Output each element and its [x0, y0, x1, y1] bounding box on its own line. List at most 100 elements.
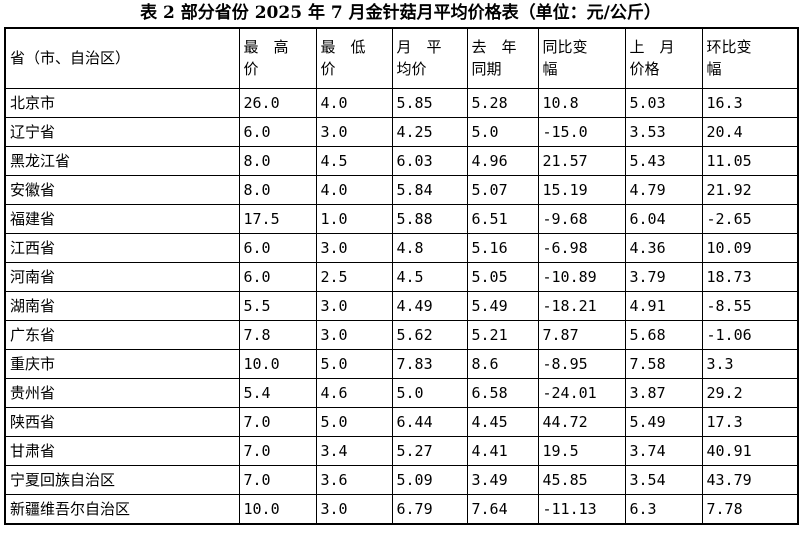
cell-max-price: 6.0 [238, 261, 317, 292]
cell-mom-change: 10.09 [701, 232, 799, 263]
cell-province: 重庆市 [4, 348, 240, 379]
cell-last-month: 3.53 [624, 116, 703, 147]
cell-last-month: 5.68 [624, 319, 703, 350]
cell-yoy-change: 7.87 [537, 319, 626, 350]
table-row: 安徽省 8.0 4.0 5.84 5.07 15.19 4.79 21.92 [4, 174, 799, 205]
cell-min-price: 3.0 [315, 319, 393, 350]
cell-yoy-change: -8.95 [537, 348, 626, 379]
cell-mom-change: 16.3 [701, 87, 799, 118]
cell-yoy-change: 44.72 [537, 406, 626, 437]
table-row: 黑龙江省 8.0 4.5 6.03 4.96 21.57 5.43 11.05 [4, 145, 799, 176]
table-row: 辽宁省 6.0 3.0 4.25 5.0 -15.0 3.53 20.4 [4, 116, 799, 147]
cell-max-price: 5.5 [238, 290, 317, 321]
cell-yoy-change: 15.19 [537, 174, 626, 205]
table-row: 湖南省 5.5 3.0 4.49 5.49 -18.21 4.91 -8.55 [4, 290, 799, 321]
header-last-month: 上 月 价格 [624, 27, 703, 89]
table-row: 新疆维吾尔自治区 10.0 3.0 6.79 7.64 -11.13 6.3 7.78 [4, 493, 799, 525]
cell-province: 北京市 [4, 87, 240, 118]
cell-last-year: 7.64 [466, 493, 539, 525]
cell-yoy-change: 10.8 [537, 87, 626, 118]
cell-province: 辽宁省 [4, 116, 240, 147]
cell-max-price: 7.0 [238, 406, 317, 437]
cell-min-price: 3.6 [315, 464, 393, 495]
cell-last-month: 3.54 [624, 464, 703, 495]
cell-yoy-change: -11.13 [537, 493, 626, 525]
cell-min-price: 2.5 [315, 261, 393, 292]
cell-min-price: 1.0 [315, 203, 393, 234]
cell-month-avg: 5.85 [391, 87, 468, 118]
cell-month-avg: 4.8 [391, 232, 468, 263]
price-table: 省（市、自治区） 最 高 价 最 低 价 月 平 均价 去 年 同期 [4, 27, 799, 525]
cell-province: 宁夏回族自治区 [4, 464, 240, 495]
cell-max-price: 8.0 [238, 174, 317, 205]
cell-month-avg: 6.03 [391, 145, 468, 176]
cell-last-year: 5.49 [466, 290, 539, 321]
cell-mom-change: -2.65 [701, 203, 799, 234]
cell-month-avg: 5.09 [391, 464, 468, 495]
cell-month-avg: 7.83 [391, 348, 468, 379]
cell-month-avg: 5.62 [391, 319, 468, 350]
table-row: 河南省 6.0 2.5 4.5 5.05 -10.89 3.79 18.73 [4, 261, 799, 292]
cell-mom-change: 21.92 [701, 174, 799, 205]
cell-last-year: 8.6 [466, 348, 539, 379]
cell-yoy-change: -15.0 [537, 116, 626, 147]
cell-last-year: 6.58 [466, 377, 539, 408]
cell-mom-change: 29.2 [701, 377, 799, 408]
cell-min-price: 4.6 [315, 377, 393, 408]
cell-last-year: 6.51 [466, 203, 539, 234]
cell-last-month: 4.79 [624, 174, 703, 205]
table-row: 贵州省 5.4 4.6 5.0 6.58 -24.01 3.87 29.2 [4, 377, 799, 408]
cell-month-avg: 4.25 [391, 116, 468, 147]
cell-last-year: 5.05 [466, 261, 539, 292]
cell-min-price: 3.0 [315, 493, 393, 525]
cell-max-price: 10.0 [238, 348, 317, 379]
cell-last-year: 5.16 [466, 232, 539, 263]
cell-last-month: 5.03 [624, 87, 703, 118]
cell-mom-change: 43.79 [701, 464, 799, 495]
cell-yoy-change: -9.68 [537, 203, 626, 234]
header-min-price: 最 低 价 [315, 27, 393, 89]
cell-last-month: 6.3 [624, 493, 703, 525]
cell-last-month: 3.87 [624, 377, 703, 408]
cell-max-price: 8.0 [238, 145, 317, 176]
cell-month-avg: 4.5 [391, 261, 468, 292]
cell-month-avg: 5.84 [391, 174, 468, 205]
header-province: 省（市、自治区） [4, 27, 240, 89]
cell-last-year: 3.49 [466, 464, 539, 495]
cell-max-price: 6.0 [238, 116, 317, 147]
cell-last-month: 6.04 [624, 203, 703, 234]
cell-max-price: 5.4 [238, 377, 317, 408]
cell-mom-change: 17.3 [701, 406, 799, 437]
cell-last-month: 3.79 [624, 261, 703, 292]
cell-last-month: 5.49 [624, 406, 703, 437]
cell-yoy-change: -6.98 [537, 232, 626, 263]
cell-max-price: 17.5 [238, 203, 317, 234]
cell-min-price: 3.0 [315, 232, 393, 263]
cell-province: 陕西省 [4, 406, 240, 437]
cell-last-year: 5.07 [466, 174, 539, 205]
cell-province: 贵州省 [4, 377, 240, 408]
cell-min-price: 3.0 [315, 290, 393, 321]
cell-mom-change: 3.3 [701, 348, 799, 379]
cell-province: 甘肃省 [4, 435, 240, 466]
cell-month-avg: 5.0 [391, 377, 468, 408]
cell-max-price: 7.0 [238, 464, 317, 495]
cell-max-price: 6.0 [238, 232, 317, 263]
cell-min-price: 4.0 [315, 174, 393, 205]
cell-max-price: 7.8 [238, 319, 317, 350]
table-row: 陕西省 7.0 5.0 6.44 4.45 44.72 5.49 17.3 [4, 406, 799, 437]
cell-last-year: 5.0 [466, 116, 539, 147]
table-caption: 表 2 部分省份 2025 年 7 月金针菇月平均价格表（单位：元/公斤） [140, 3, 661, 23]
table-header-row: 省（市、自治区） 最 高 价 最 低 价 月 平 均价 去 年 同期 [4, 27, 799, 89]
cell-month-avg: 6.44 [391, 406, 468, 437]
cell-month-avg: 4.49 [391, 290, 468, 321]
cell-last-month: 4.36 [624, 232, 703, 263]
cell-last-year: 5.28 [466, 87, 539, 118]
cell-month-avg: 5.27 [391, 435, 468, 466]
cell-mom-change: 7.78 [701, 493, 799, 525]
cell-last-year: 4.41 [466, 435, 539, 466]
table-row: 福建省 17.5 1.0 5.88 6.51 -9.68 6.04 -2.65 [4, 203, 799, 234]
cell-province: 广东省 [4, 319, 240, 350]
table-row: 宁夏回族自治区 7.0 3.6 5.09 3.49 45.85 3.54 43.79 [4, 464, 799, 495]
